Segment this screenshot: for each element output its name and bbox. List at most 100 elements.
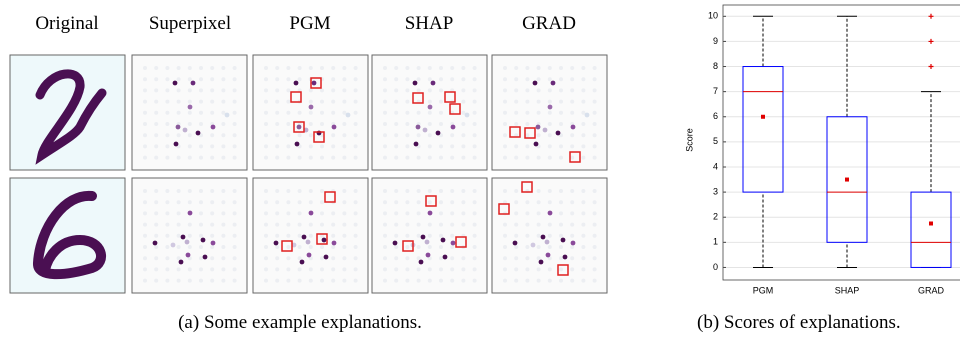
- grid-dot: [593, 211, 597, 215]
- grid-dot: [394, 66, 398, 70]
- grid-dot: [383, 211, 387, 215]
- grid-dot: [581, 234, 585, 238]
- grid-dot: [199, 223, 203, 227]
- grid-dot: [428, 77, 432, 81]
- grid-dot: [331, 223, 335, 227]
- grid-dot: [233, 77, 237, 81]
- grid-dot: [537, 256, 541, 260]
- grid-dot: [143, 211, 147, 215]
- grid-dot: [525, 267, 529, 271]
- grid-dot: [298, 200, 302, 204]
- grid-dot: [581, 133, 585, 137]
- superpixel-dot: [211, 125, 216, 130]
- grid-dot: [593, 189, 597, 193]
- grid-dot: [450, 267, 454, 271]
- superpixel-panel: [253, 55, 368, 170]
- grid-dot: [264, 133, 268, 137]
- grid-dot: [177, 133, 181, 137]
- grid-dot: [154, 189, 158, 193]
- grid-dot: [221, 189, 225, 193]
- grid-dot: [548, 279, 552, 283]
- grid-dot: [354, 267, 358, 271]
- superpixel-dot: [436, 131, 441, 136]
- grid-dot: [286, 223, 290, 227]
- grid-dot: [354, 245, 358, 249]
- grid-dot: [354, 200, 358, 204]
- grid-dot: [221, 256, 225, 260]
- grid-dot: [450, 211, 454, 215]
- grid-dot: [143, 100, 147, 104]
- grid-dot: [394, 133, 398, 137]
- grid-dot: [221, 77, 225, 81]
- grid-dot: [593, 156, 597, 160]
- grid-dot: [275, 122, 279, 126]
- grid-dot: [405, 211, 409, 215]
- grid-dot: [559, 200, 563, 204]
- grid-dot: [210, 200, 214, 204]
- grid-dot: [320, 223, 324, 227]
- grid-dot: [275, 100, 279, 104]
- grid-dot: [473, 256, 477, 260]
- grid-dot: [439, 144, 443, 148]
- grid-dot: [354, 189, 358, 193]
- superpixel-dot: [203, 255, 208, 260]
- grid-dot: [383, 223, 387, 227]
- grid-dot: [394, 200, 398, 204]
- grid-dot: [354, 122, 358, 126]
- digit-image: [10, 55, 125, 170]
- grid-dot: [394, 256, 398, 260]
- grid-dot: [177, 156, 181, 160]
- superpixel-dot: [441, 238, 446, 243]
- grid-dot: [342, 234, 346, 238]
- grid-dot: [298, 77, 302, 81]
- grid-dot: [309, 111, 313, 115]
- grid-dot: [450, 200, 454, 204]
- grid-dot: [286, 211, 290, 215]
- superpixel-dot: [571, 241, 576, 246]
- grid-dot: [417, 88, 421, 92]
- grid-dot: [331, 267, 335, 271]
- grid-dot: [210, 144, 214, 148]
- grid-dot: [428, 66, 432, 70]
- grid-dot: [461, 279, 465, 283]
- grid-dot: [548, 267, 552, 271]
- grid-dot: [383, 144, 387, 148]
- grid-dot: [143, 144, 147, 148]
- grid-dot: [537, 211, 541, 215]
- superpixel-dot: [322, 238, 327, 243]
- grid-dot: [503, 66, 507, 70]
- superpixel-dot: [545, 240, 550, 245]
- grid-dot: [210, 234, 214, 238]
- superpixel-dot: [571, 125, 576, 130]
- grid-dot: [275, 223, 279, 227]
- grid-dot: [188, 189, 192, 193]
- grid-dot: [514, 245, 518, 249]
- superpixel-dot: [306, 240, 311, 245]
- grid-dot: [503, 144, 507, 148]
- grid-dot: [143, 133, 147, 137]
- grid-dot: [394, 245, 398, 249]
- grid-dot: [525, 234, 529, 238]
- superpixel-dot: [539, 260, 544, 265]
- grid-dot: [428, 189, 432, 193]
- grid-dot: [570, 189, 574, 193]
- grid-dot: [188, 77, 192, 81]
- grid-dot: [439, 211, 443, 215]
- grid-dot: [199, 189, 203, 193]
- grid-dot: [354, 223, 358, 227]
- grid-dot: [548, 223, 552, 227]
- grid-dot: [417, 111, 421, 115]
- y-tick-label: 8: [713, 61, 718, 71]
- superpixel-dot: [302, 235, 307, 240]
- grid-dot: [143, 77, 147, 81]
- grid-dot: [199, 122, 203, 126]
- grid-dot: [439, 111, 443, 115]
- grid-dot: [165, 234, 169, 238]
- grid-dot: [450, 144, 454, 148]
- grid-dot: [354, 279, 358, 283]
- plot-frame: [723, 5, 960, 280]
- grid-dot: [473, 156, 477, 160]
- grid-dot: [394, 100, 398, 104]
- grid-dot: [525, 111, 529, 115]
- grid-dot: [473, 66, 477, 70]
